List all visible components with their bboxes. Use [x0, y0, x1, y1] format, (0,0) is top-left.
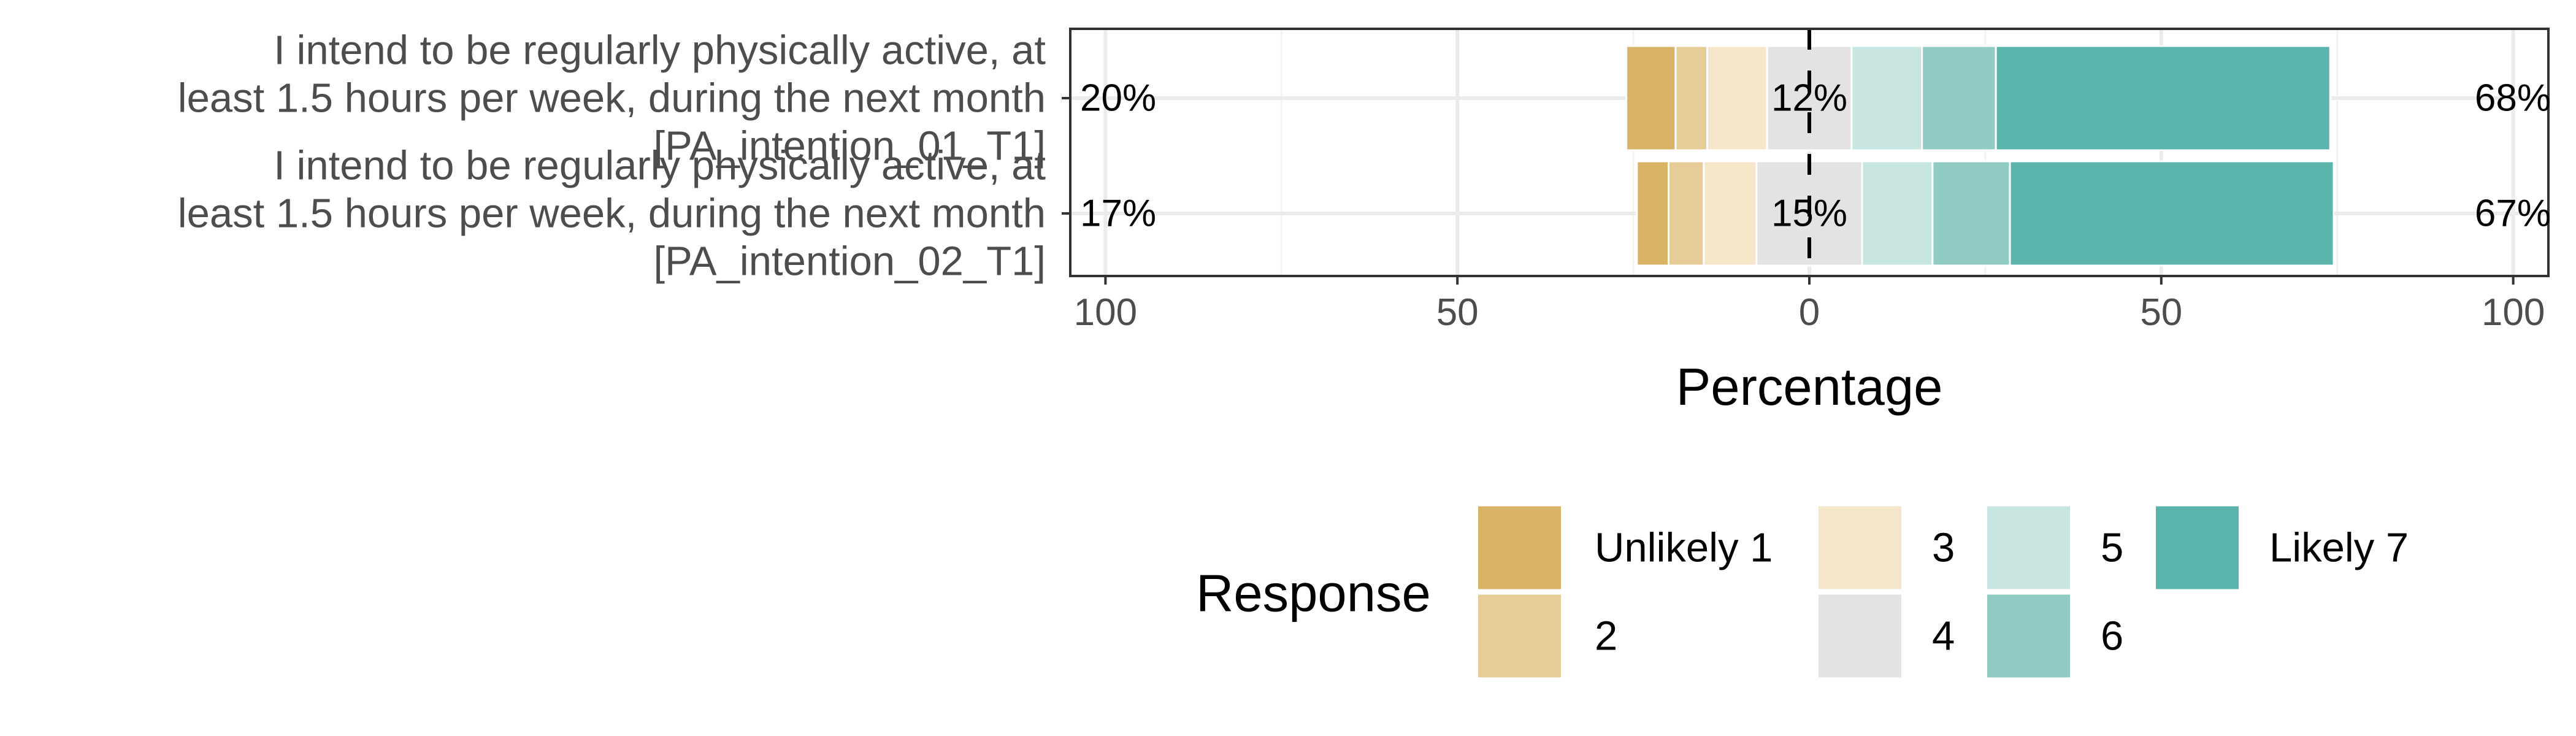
x-tick-label: 100	[2482, 291, 2545, 334]
legend: Response Unlikely 1 2 3 4 5 6 Likely 7	[1196, 506, 2409, 678]
legend-label: 2	[1595, 613, 1617, 659]
legend-title: Response	[1196, 565, 1431, 623]
category-label-line: [PA_intention_02_T1]	[654, 239, 1046, 285]
legend-swatch	[1478, 506, 1561, 589]
bar-segment	[1636, 160, 1669, 267]
bar-segment	[1921, 45, 1997, 151]
category-label-line: [PA_intention_01_T1]	[654, 123, 1046, 169]
ticks-layer: 100 50 0 50 100 I intend to be regularly phys…	[178, 28, 2545, 334]
bar-segment	[1674, 45, 1709, 151]
legend-swatch	[2156, 506, 2239, 589]
category-label-line: least 1.5 hours per week, during the nex…	[178, 75, 1046, 121]
legend-swatch	[1987, 594, 2070, 678]
legend-item: 5	[1987, 506, 2123, 589]
percentage-label: 12%	[1771, 77, 1847, 120]
bar-segment	[1703, 160, 1758, 267]
percentage-label: 68%	[2475, 77, 2551, 120]
bar-segment	[1850, 45, 1923, 151]
x-tick-label: 100	[1074, 291, 1137, 334]
legend-label: Unlikely 1	[1595, 525, 1773, 571]
x-tick-label: 50	[2140, 291, 2182, 334]
percentage-label: 20%	[1080, 77, 1156, 120]
category-label-line: I intend to be regularly physically acti…	[274, 143, 1046, 189]
percentage-label: 67%	[2475, 193, 2551, 235]
bar-segment	[1667, 160, 1705, 267]
labels-layer: 20% 12% 68% 17% 15% 67%	[1080, 77, 2551, 235]
bar-segment	[1625, 45, 1677, 151]
legend-label: 4	[1932, 613, 1955, 659]
bar-row	[1636, 160, 2335, 267]
percentage-label: 17%	[1080, 193, 1156, 235]
x-tick-label: 50	[1436, 291, 1479, 334]
legend-item: 6	[1987, 594, 2123, 678]
legend-label: 6	[2101, 613, 2123, 659]
legend-item: 2	[1478, 594, 1617, 678]
legend-label: Likely 7	[2269, 525, 2409, 571]
bar-segment	[2009, 160, 2335, 267]
x-axis-title: Percentage	[1676, 358, 1943, 416]
bars-layer	[1069, 28, 2550, 277]
percentage-label: 15%	[1771, 193, 1847, 235]
legend-item: Unlikely 1	[1478, 506, 1773, 589]
category-label: I intend to be regularly physically acti…	[178, 28, 1046, 169]
legend-swatch	[1819, 506, 1901, 589]
bar-segment	[1861, 160, 1934, 267]
legend-swatch	[1987, 506, 2070, 589]
legend-swatch	[1478, 594, 1561, 678]
bar-segment	[1706, 45, 1768, 151]
category-label-line: least 1.5 hours per week, during the nex…	[178, 191, 1046, 237]
legend-item: Likely 7	[2156, 506, 2409, 589]
legend-label: 3	[1932, 525, 1955, 571]
bar-row	[1625, 45, 2331, 151]
bar-segment	[1931, 160, 2011, 267]
x-tick-label: 0	[1799, 291, 1820, 334]
legend-item: 4	[1819, 594, 1955, 678]
legend-swatch	[1819, 594, 1901, 678]
category-label-line: I intend to be regularly physically acti…	[274, 28, 1046, 74]
legend-item: 3	[1819, 506, 1955, 589]
bar-segment	[1995, 45, 2331, 151]
category-label: I intend to be regularly physically acti…	[178, 143, 1046, 285]
legend-label: 5	[2101, 525, 2123, 571]
